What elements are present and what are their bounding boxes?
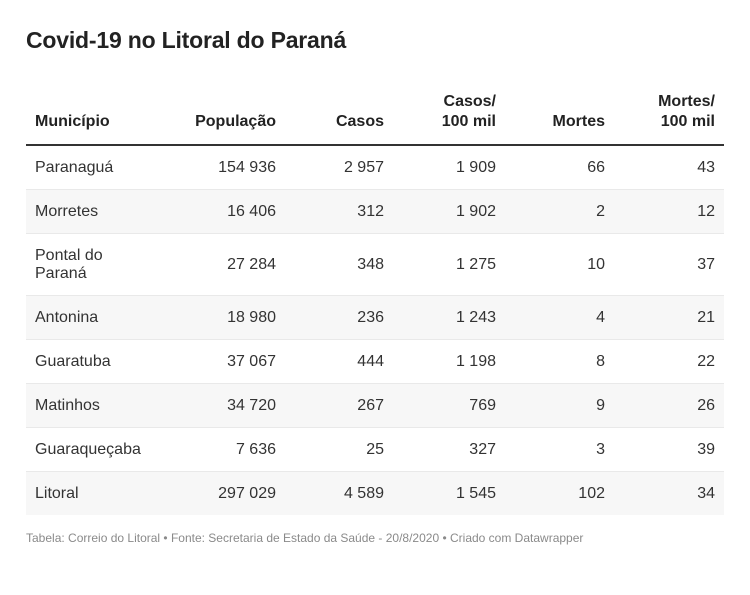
table-cell: 1 275 [393, 233, 505, 296]
table-cell: 1 909 [393, 145, 505, 190]
table-cell: 102 [505, 471, 614, 515]
table-body: Paranaguá 154 936 2 957 1 909 66 43 Morretes 16… [26, 145, 724, 515]
table-cell: Litoral [26, 471, 159, 515]
table-cell: 12 [614, 189, 724, 234]
table-cell: Guaraqueçaba [26, 427, 159, 472]
column-header: Casos/100 mil [393, 84, 505, 146]
table-cell: 27 284 [159, 233, 285, 296]
table-cell: 154 936 [159, 145, 285, 190]
table-cell: Antonina [26, 295, 159, 340]
table-cell: 236 [285, 295, 393, 340]
table-cell: Paranaguá [26, 145, 159, 190]
table-cell: 769 [393, 383, 505, 428]
column-header: População [159, 84, 285, 146]
column-header: Município [26, 84, 159, 146]
table-cell: 312 [285, 189, 393, 234]
chart-title: Covid-19 no Litoral do Paraná [26, 27, 347, 53]
table-row: Guaratuba 37 067 444 1 198 8 22 [26, 339, 724, 384]
table-cell: 348 [285, 233, 393, 296]
table-cell: Morretes [26, 189, 159, 234]
table-cell: 444 [285, 339, 393, 384]
table-cell: 66 [505, 145, 614, 190]
source-notes: Tabela: Correio do Litoral • Fonte: Secr… [26, 531, 584, 545]
table-cell: 9 [505, 383, 614, 428]
table-cell: 18 980 [159, 295, 285, 340]
table-cell: 25 [285, 427, 393, 472]
table-cell: 2 [505, 189, 614, 234]
table-cell: 34 [614, 471, 724, 515]
table-cell: 43 [614, 145, 724, 190]
table-cell: 37 067 [159, 339, 285, 384]
table-row: Paranaguá 154 936 2 957 1 909 66 43 [26, 145, 724, 190]
table-cell: 267 [285, 383, 393, 428]
table-row: Pontal do Paraná 27 284 348 1 275 10 37 [26, 233, 724, 296]
table-cell: 37 [614, 233, 724, 296]
header-row: Município População Casos Casos/100 mil … [26, 84, 724, 146]
column-header: Mortes/100 mil [614, 84, 724, 146]
column-header: Casos [285, 84, 393, 146]
table-cell: 1 545 [393, 471, 505, 515]
table-row: Morretes 16 406 312 1 902 2 12 [26, 189, 724, 234]
table-cell: 21 [614, 295, 724, 340]
table-cell: 22 [614, 339, 724, 384]
table-cell: 8 [505, 339, 614, 384]
table-cell: Guaratuba [26, 339, 159, 384]
table-cell: 1 243 [393, 295, 505, 340]
table-cell: 34 720 [159, 383, 285, 428]
table-row: Guaraqueçaba 7 636 25 327 3 39 [26, 427, 724, 472]
table-cell: 297 029 [159, 471, 285, 515]
table-cell: 10 [505, 233, 614, 296]
table-cell: 39 [614, 427, 724, 472]
table-cell: 4 589 [285, 471, 393, 515]
table-row: Antonina 18 980 236 1 243 4 21 [26, 295, 724, 340]
table-cell: Pontal do Paraná [26, 233, 159, 296]
table-cell: 4 [505, 295, 614, 340]
table-row: Litoral 297 029 4 589 1 545 102 34 [26, 471, 724, 515]
table-cell: 16 406 [159, 189, 285, 234]
table-cell: 327 [393, 427, 505, 472]
table-cell: 1 198 [393, 339, 505, 384]
table-cell: 26 [614, 383, 724, 428]
table-cell: 1 902 [393, 189, 505, 234]
table-cell: 2 957 [285, 145, 393, 190]
table-cell: 7 636 [159, 427, 285, 472]
data-table: Município População Casos Casos/100 mil … [26, 84, 724, 515]
table-cell: 3 [505, 427, 614, 472]
table-cell: Matinhos [26, 383, 159, 428]
column-header: Mortes [505, 84, 614, 146]
table-row: Matinhos 34 720 267 769 9 26 [26, 383, 724, 428]
